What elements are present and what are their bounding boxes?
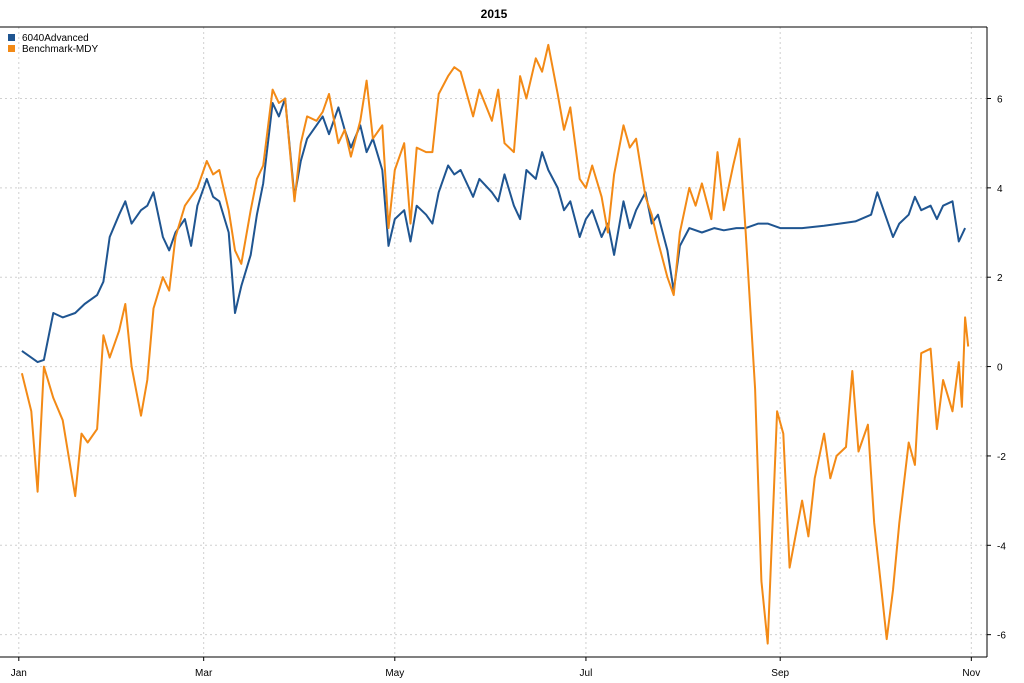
axes: [0, 26, 991, 661]
y-tick-label: 2: [997, 273, 1003, 284]
series-lines: [20, 43, 970, 645]
y-tick-label: -4: [997, 541, 1006, 552]
x-tick-label: Jul: [580, 668, 593, 679]
x-tick-label: May: [385, 668, 404, 679]
y-tick-label: -6: [997, 631, 1006, 642]
grid: [0, 27, 987, 657]
tick-labels: -6 -4 -2 0 2 4 6 Jan Mar May Jul Sep Nov: [11, 94, 1007, 679]
x-tick-label: Nov: [962, 668, 980, 679]
x-tick-label: Sep: [771, 668, 789, 679]
y-tick-label: 4: [997, 184, 1003, 195]
y-tick-label: 6: [997, 94, 1003, 105]
chart-title: 2015: [481, 7, 508, 21]
legend-label-6040advanced: 6040Advanced: [22, 33, 89, 44]
legend-swatch-6040advanced: [8, 34, 15, 41]
x-tick-label: Jan: [11, 668, 27, 679]
legend-label-benchmark-mdy: Benchmark-MDY: [22, 44, 98, 55]
y-tick-label: 0: [997, 363, 1003, 374]
series-line-6040advanced: [21, 97, 967, 364]
legend: 6040Advanced Benchmark-MDY: [8, 33, 98, 55]
series-line-benchmark-mdy: [20, 43, 970, 645]
y-tick-label: -2: [997, 452, 1006, 463]
legend-swatch-benchmark-mdy: [8, 45, 15, 52]
x-tick-label: Mar: [195, 668, 213, 679]
